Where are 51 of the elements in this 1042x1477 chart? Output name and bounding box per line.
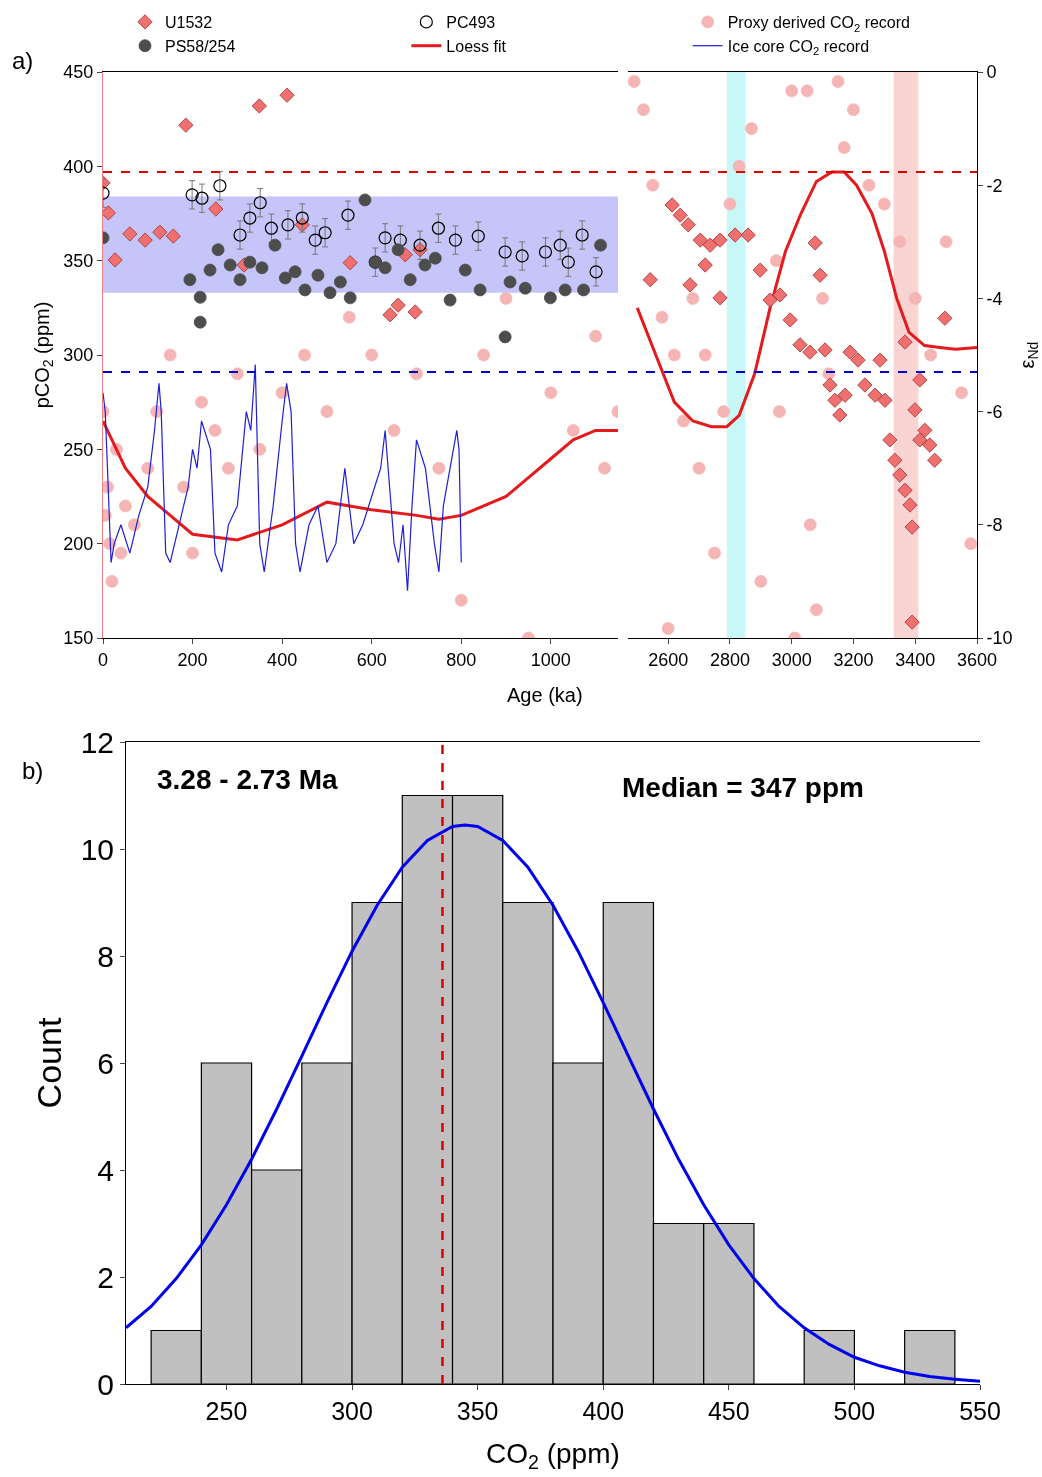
y2-tick-label: -6 [986,401,1003,422]
y-tick-label: 6 [97,1046,114,1080]
x-tick-label: 550 [959,1397,1001,1425]
y-tick-label: 4 [97,1153,114,1187]
x-tick-label: 500 [833,1397,876,1425]
legend-label: PC493 [446,14,496,32]
annotation: Median = 347 ppm [622,772,864,803]
x-tick-label: 450 [707,1397,750,1425]
legend-label: Proxy derived CO$_{2}$ record [727,14,910,34]
x-tick-label: 600 [356,649,387,670]
y2-tick-label: 0 [986,62,997,83]
x-tick-label: 200 [177,649,208,670]
x-tick-label: 3200 [833,649,874,670]
x-tick-label: 2600 [648,649,689,670]
legend-label: Loess fit [446,37,507,55]
y2-tick-label: -8 [986,515,1003,536]
x-axis-title: Age (ka) [507,684,583,706]
x-tick-label: 300 [331,1397,373,1425]
y-tick-label: 2 [97,1260,114,1294]
y-tick-label: 400 [63,156,94,177]
y-tick-label: 350 [63,250,94,271]
text: a) [12,47,34,74]
x-tick-label: 3400 [895,649,936,670]
y-tick-label: 8 [97,939,114,973]
y2-tick-label: -2 [986,175,1003,196]
x-tick-label: 3000 [771,649,812,670]
y-tick-label: 450 [63,62,94,83]
legend-label: Ice core CO$_{2}$ record [727,37,870,58]
legend-label: PS58/254 [165,37,236,55]
x-axis-title: CO$_{2}$ (ppm) [486,1438,620,1473]
x-tick-label: 800 [446,649,477,670]
y-tick-label: 200 [63,533,94,554]
x-tick-label: 400 [267,649,298,670]
y-tick-label: 12 [80,725,114,759]
x-tick-label: 3600 [956,649,998,670]
x-tick-label: 2800 [709,649,750,670]
y2-tick-label: -10 [986,628,1013,649]
annotation: 3.28 - 2.73 Ma [157,764,338,795]
y-tick-label: 0 [97,1367,114,1401]
text: b) [22,757,44,784]
x-tick-label: 1000 [530,649,571,670]
y-tick-label: 300 [63,345,94,366]
y2-tick-label: -4 [986,288,1003,309]
y-tick-label: 150 [63,628,94,649]
x-tick-label: 400 [582,1397,625,1425]
legend-label: U1532 [165,14,213,32]
y-tick-label: 250 [63,439,94,460]
x-tick-label: 350 [456,1397,499,1425]
y-axis-title: Count [30,1017,69,1109]
x-tick-label: 250 [205,1397,248,1425]
y-tick-label: 10 [80,832,114,866]
